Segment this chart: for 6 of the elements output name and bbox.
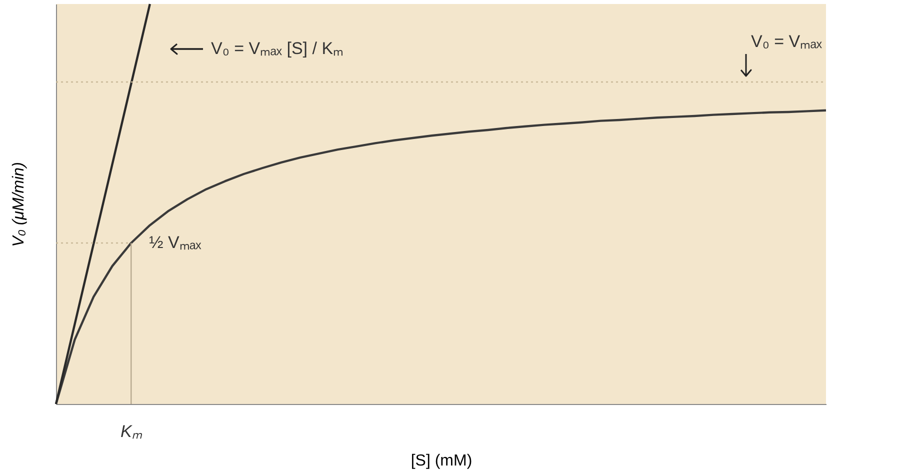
y-axis-title: V₀ (μM/min) <box>10 162 28 247</box>
text: Kₘ <box>120 422 142 441</box>
x-axis-title: [S] (mM) <box>410 452 472 470</box>
annotation: V₀ = Vₘₐₓ [S] / Kₘ <box>211 39 344 58</box>
ref-line-label: ½ Vₘₐₓ <box>149 233 202 252</box>
ref-line-label: V₀ = Vₘₐₓ <box>750 32 822 51</box>
